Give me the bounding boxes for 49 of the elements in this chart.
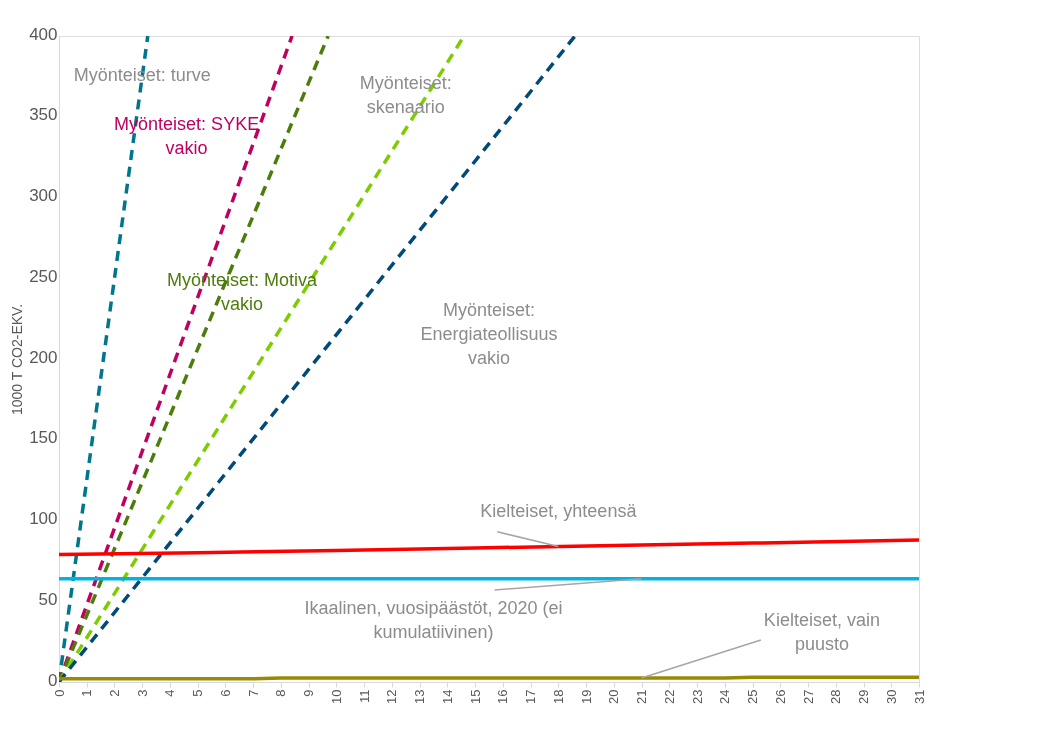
x-tick-label: 9 <box>301 689 317 697</box>
x-tick-label: 10 <box>328 689 344 704</box>
x-tick-label: 26 <box>772 689 788 704</box>
x-tick-label: 17 <box>523 689 539 704</box>
x-tick-label: 11 <box>356 689 372 703</box>
x-tick-label: 12 <box>384 689 400 704</box>
x-tick-label: 7 <box>245 689 261 697</box>
y-tick-label: 200 <box>29 347 58 367</box>
x-tick-label: 2 <box>106 689 122 697</box>
x-tick-label: 15 <box>467 689 483 704</box>
x-tick-label: 25 <box>745 689 761 704</box>
y-tick-label: 350 <box>29 105 58 125</box>
x-tick-label: 30 <box>883 689 899 704</box>
y-tick-label: 400 <box>29 24 58 44</box>
y-axis-title: 1000 T CO2-EKV. <box>9 303 26 416</box>
x-tick-label: 24 <box>717 689 733 704</box>
x-tick-label: 16 <box>495 689 511 704</box>
x-tick-label: 5 <box>190 689 206 697</box>
x-tick-label: 23 <box>689 689 705 704</box>
y-tick-label: 300 <box>29 186 58 205</box>
x-tick-label: 19 <box>578 689 594 704</box>
x-tick-label: 21 <box>634 689 650 704</box>
x-tick-label: 13 <box>412 689 428 704</box>
x-tick-label: 8 <box>273 689 289 697</box>
y-tick-label: 250 <box>29 266 58 286</box>
x-tick-label: 28 <box>828 689 844 704</box>
series-label: Myönteiset: SYKE vakio <box>114 113 260 158</box>
series-label: Myönteiset: turve <box>73 65 211 86</box>
y-tick-label: 50 <box>38 589 58 609</box>
x-tick-label: 27 <box>800 689 816 704</box>
y-tick-label: 150 <box>29 428 58 448</box>
x-tick-label: 14 <box>439 689 455 704</box>
series-label: Ikaalinen, vuosipäästöt, 2020 (ei kumulatiivinen) <box>304 598 563 643</box>
y-tick-label: 100 <box>29 509 58 528</box>
x-tick-label: 6 <box>217 689 233 697</box>
series-label: Myönteiset: skenaario <box>359 73 452 118</box>
x-tick-label: 31 <box>911 689 927 704</box>
x-tick-label: 0 <box>51 689 67 697</box>
x-tick-label: 3 <box>134 689 150 697</box>
text: Myönteiset: Energiateollisuus vakio <box>420 299 558 368</box>
line-series <box>59 538 919 557</box>
series-label: Kielteiset, yhteensä <box>480 501 638 522</box>
x-tick-label: 18 <box>550 689 566 704</box>
x-tick-label: 1 <box>79 689 95 697</box>
x-tick-label: 29 <box>856 689 872 704</box>
series-label: Kielteiset, vain puusto <box>763 609 880 654</box>
x-tick-label: 20 <box>606 689 622 704</box>
x-tick-label: 22 <box>661 689 677 704</box>
x-tick-label: 4 <box>162 689 178 697</box>
